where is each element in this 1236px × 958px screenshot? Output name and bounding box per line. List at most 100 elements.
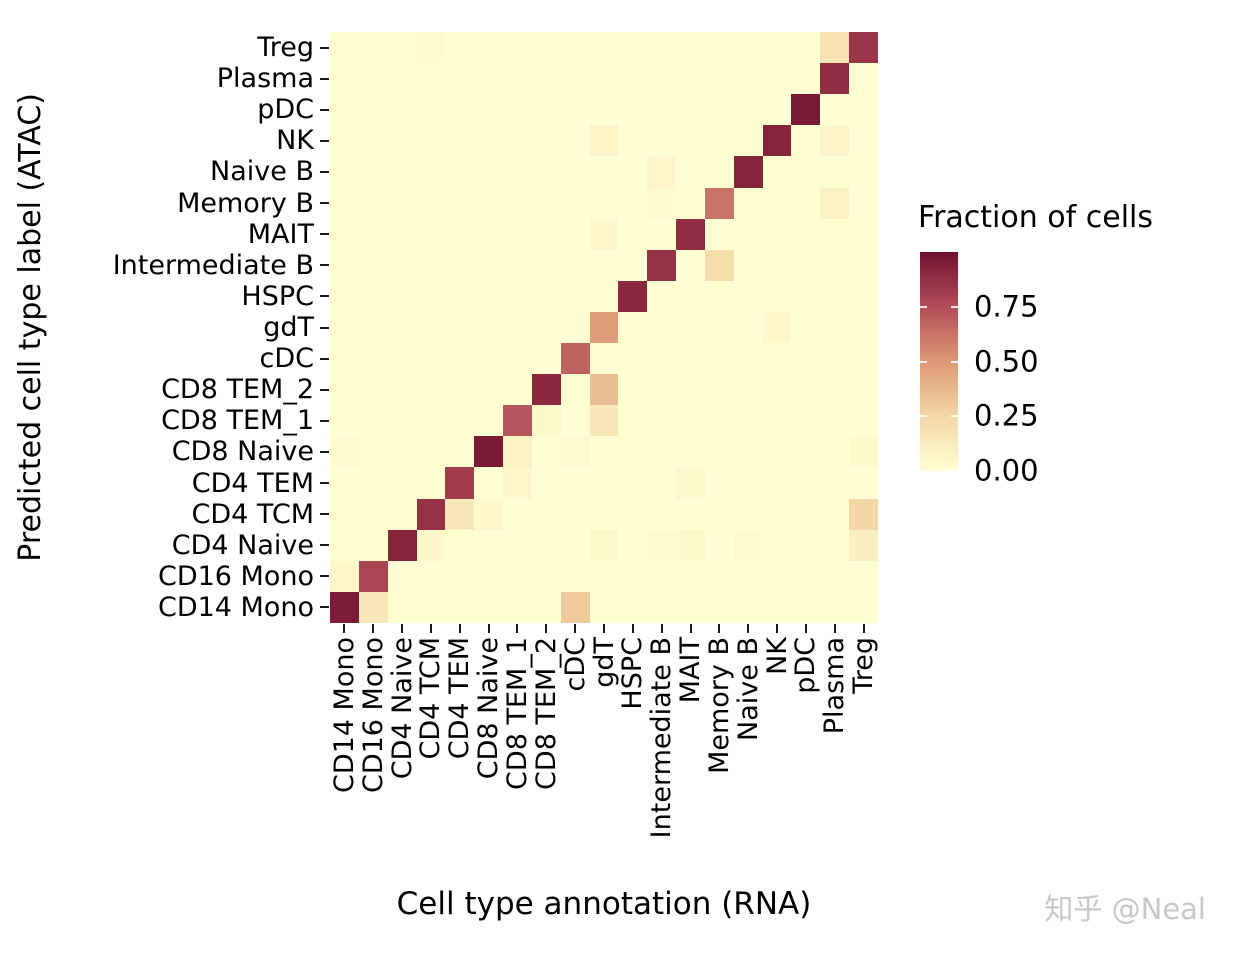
- heatmap-cell: [503, 529, 532, 561]
- heatmap-cell: [474, 125, 504, 157]
- x-tick-mark: [631, 624, 634, 633]
- heatmap-cell: [560, 218, 590, 250]
- y-axis-label: Intermediate B: [112, 249, 314, 281]
- heatmap-cell: [820, 529, 850, 561]
- heatmap-cell: [849, 63, 878, 95]
- heatmap-cell: [387, 405, 417, 437]
- heatmap: [330, 32, 878, 623]
- heatmap-cell: [358, 467, 388, 499]
- heatmap-cell: [474, 94, 504, 126]
- heatmap-cell: [531, 529, 561, 561]
- heatmap-cell: [762, 311, 792, 344]
- heatmap-cell: [531, 280, 561, 312]
- heatmap-cell: [358, 436, 388, 468]
- heatmap-cell: [618, 467, 648, 499]
- heatmap-cell: [416, 156, 446, 188]
- heatmap-cell: [474, 63, 504, 95]
- y-axis-label: CD8 TEM_2: [161, 374, 314, 406]
- heatmap-cell: [416, 591, 446, 623]
- heatmap-cell: [330, 94, 359, 126]
- heatmap-cell: [849, 405, 878, 437]
- heatmap-cell: [358, 32, 388, 64]
- x-tick-mark: [545, 624, 548, 633]
- heatmap-cell: [733, 63, 763, 95]
- heatmap-cell: [733, 436, 763, 468]
- x-tick-mark: [776, 624, 779, 633]
- heatmap-cell: [445, 218, 475, 250]
- heatmap-cell: [589, 280, 619, 312]
- heatmap-cell: [704, 436, 734, 468]
- heatmap-cell: [849, 498, 878, 530]
- heatmap-cell: [791, 498, 821, 530]
- heatmap-cell: [676, 32, 705, 64]
- y-axis-label: NK: [276, 125, 314, 157]
- heatmap-cell: [647, 311, 677, 344]
- heatmap-cell: [531, 591, 561, 623]
- y-axis-label: Memory B: [177, 187, 314, 219]
- heatmap-cell: [589, 436, 619, 468]
- heatmap-cell: [560, 560, 590, 592]
- heatmap-cell: [358, 591, 388, 623]
- heatmap-cell: [762, 156, 792, 188]
- heatmap-cell: [560, 249, 590, 281]
- heatmap-cell: [560, 529, 590, 561]
- heatmap-cell: [791, 63, 821, 95]
- heatmap-cell: [791, 156, 821, 188]
- heatmap-cell: [762, 94, 792, 126]
- heatmap-cell: [387, 32, 417, 64]
- heatmap-cell: [791, 560, 821, 592]
- y-axis-label: MAIT: [247, 218, 314, 250]
- heatmap-cell: [589, 187, 619, 219]
- y-axis-label: pDC: [257, 94, 314, 126]
- heatmap-cell: [676, 94, 705, 126]
- heatmap-cell: [618, 125, 648, 157]
- heatmap-cell: [589, 32, 619, 64]
- heatmap-cell: [531, 467, 561, 499]
- heatmap-cell: [704, 498, 734, 530]
- heatmap-cell: [358, 63, 388, 95]
- heatmap-cell: [445, 63, 475, 95]
- heatmap-cell: [416, 280, 446, 312]
- heatmap-cell: [676, 311, 705, 344]
- heatmap-cell: [416, 187, 446, 219]
- heatmap-cell: [474, 280, 504, 312]
- heatmap-cell: [647, 280, 677, 312]
- heatmap-cell: [387, 311, 417, 344]
- heatmap-cell: [647, 94, 677, 126]
- heatmap-cell: [387, 591, 417, 623]
- heatmap-cell: [647, 529, 677, 561]
- x-axis-label: CD14 Mono: [328, 637, 360, 794]
- heatmap-cell: [733, 498, 763, 530]
- legend-tick-mark: [920, 305, 927, 308]
- heatmap-cell: [733, 280, 763, 312]
- y-tick-mark: [320, 482, 329, 485]
- heatmap-cell: [330, 560, 359, 592]
- heatmap-cell: [330, 529, 359, 561]
- heatmap-cell: [704, 94, 734, 126]
- heatmap-cell: [474, 405, 504, 437]
- heatmap-cell: [445, 249, 475, 281]
- heatmap-cell: [647, 156, 677, 188]
- heatmap-cell: [445, 32, 475, 64]
- heatmap-cell: [531, 498, 561, 530]
- heatmap-cell: [416, 249, 446, 281]
- y-axis-label: CD4 TCM: [191, 498, 314, 530]
- y-tick-mark: [320, 419, 329, 422]
- x-axis-label: CD4 TCM: [415, 637, 447, 760]
- heatmap-cell: [358, 156, 388, 188]
- legend-tick-mark: [920, 415, 927, 418]
- y-axis-label: Plasma: [216, 63, 314, 95]
- heatmap-cell: [503, 280, 532, 312]
- heatmap-cell: [445, 343, 475, 375]
- legend-tick-mark: [951, 470, 958, 472]
- heatmap-cell: [791, 187, 821, 219]
- heatmap-cell: [618, 374, 648, 406]
- y-axis-title: Predicted cell type label (ATAC): [6, 32, 56, 623]
- heatmap-cell: [791, 591, 821, 623]
- heatmap-cell: [445, 591, 475, 623]
- heatmap-cell: [589, 529, 619, 561]
- heatmap-cell: [445, 405, 475, 437]
- heatmap-cell: [704, 187, 734, 219]
- heatmap-cell: [618, 436, 648, 468]
- heatmap-cell: [358, 94, 388, 126]
